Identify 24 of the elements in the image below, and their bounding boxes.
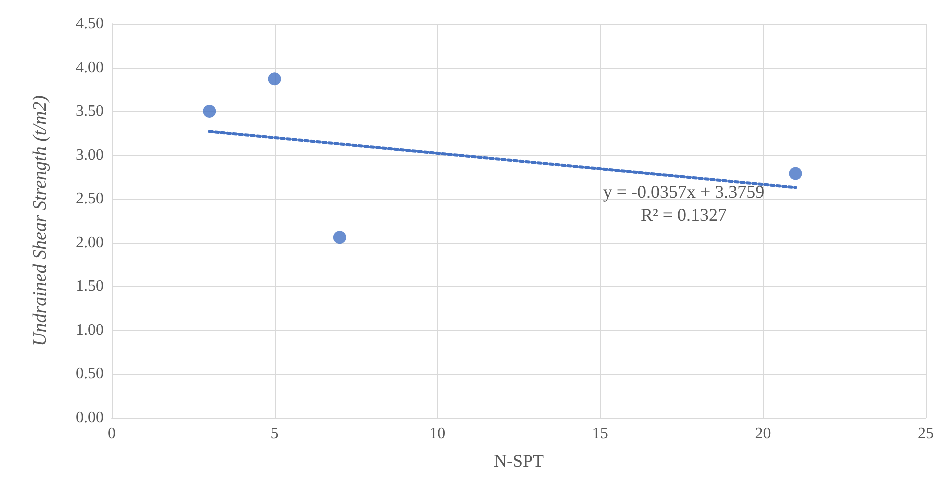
y-tick-label: 3.50 [76, 103, 104, 120]
annotation: R² = 0.1327 [640, 205, 728, 225]
x-tick-label: 0 [108, 426, 116, 442]
y-tick-label: 0.00 [76, 410, 104, 426]
y-tick-label: 2.50 [76, 190, 104, 208]
y-tick-label: 1.00 [76, 322, 104, 339]
point [203, 105, 216, 118]
point [268, 72, 282, 86]
annotation: y = -0.0357x + 3.3759 [603, 182, 765, 202]
y-axis-title: Undrained Shear Strength (t/m2) [30, 95, 51, 347]
x-tick-label: 25 [918, 426, 934, 442]
point [333, 231, 346, 244]
y-tick-label: 1.50 [76, 278, 104, 296]
y-tick-label: 0.50 [76, 366, 104, 383]
x-tick-label: 10 [430, 426, 446, 442]
x-tick-label: 5 [270, 426, 279, 442]
x-tick-label: 20 [755, 426, 772, 442]
y-tick-label: 3.00 [76, 146, 104, 164]
y-tick-label: 4.50 [76, 16, 104, 32]
point [789, 167, 802, 180]
x-axis-title: N-SPT [494, 451, 544, 471]
y-tick-label: 2.00 [76, 234, 104, 252]
y-tick-label: 4.00 [76, 59, 104, 76]
x-tick-label: 15 [592, 426, 608, 442]
